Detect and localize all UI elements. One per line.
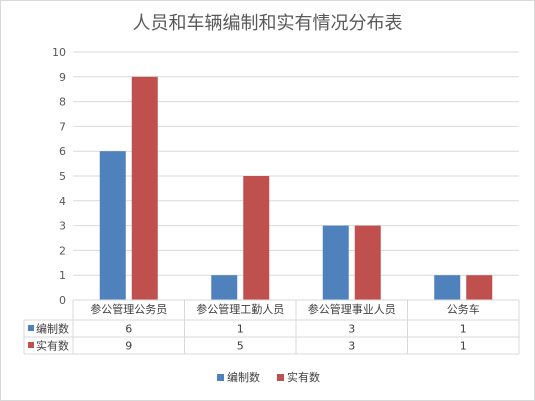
table-cell: 3 — [348, 340, 355, 353]
category-label: 参公管理事业人员 — [308, 302, 396, 316]
table-cell: 1 — [237, 323, 244, 336]
legend: 编制数 实有数 — [217, 370, 320, 384]
category-label: 公务车 — [447, 302, 480, 316]
table-cell: 1 — [460, 323, 467, 336]
y-tick-label: 7 — [59, 120, 66, 133]
bar — [131, 76, 158, 300]
y-axis: 0 1 2 3 4 5 6 7 8 9 10 — [52, 46, 66, 307]
bar — [322, 225, 349, 300]
category-label: 参公管理公务员 — [90, 302, 167, 316]
legend-key — [217, 374, 224, 381]
table-series-key — [28, 342, 34, 348]
y-tick-label: 9 — [59, 71, 66, 84]
table-series-key — [28, 325, 34, 331]
bar — [354, 225, 381, 300]
y-tick-label: 3 — [59, 220, 66, 233]
y-tick-label: 4 — [59, 195, 66, 208]
table-cell: 3 — [348, 323, 355, 336]
y-tick-label: 5 — [59, 170, 66, 183]
table-series-name: 实有数 — [36, 339, 69, 353]
table-cell: 1 — [460, 340, 467, 353]
table-cell: 9 — [125, 340, 132, 353]
table-series-name: 编制数 — [36, 322, 69, 336]
y-tick-label: 1 — [59, 269, 66, 282]
bar — [434, 275, 461, 300]
y-tick-label: 0 — [59, 294, 66, 307]
bar — [466, 275, 493, 300]
category-label: 参公管理工勤人员 — [196, 302, 284, 316]
table-cell: 5 — [237, 340, 244, 353]
y-tick-label: 2 — [59, 244, 66, 257]
chart-title: 人员和车辆编制和实有情况分布表 — [133, 13, 403, 34]
y-tick-label: 6 — [59, 145, 66, 158]
bar — [99, 151, 126, 300]
bar — [243, 176, 270, 300]
bar — [211, 275, 238, 300]
legend-label: 实有数 — [287, 370, 320, 384]
bars — [99, 76, 493, 300]
legend-label: 编制数 — [227, 370, 260, 384]
y-tick-label: 8 — [59, 96, 66, 109]
y-tick-label: 10 — [52, 46, 66, 59]
legend-key — [277, 374, 284, 381]
table-cell: 6 — [125, 323, 132, 336]
